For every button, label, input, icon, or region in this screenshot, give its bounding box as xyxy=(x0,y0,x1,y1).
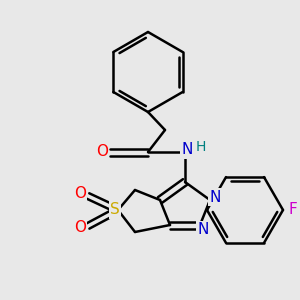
Text: O: O xyxy=(74,220,86,236)
Text: N: N xyxy=(209,190,221,205)
Text: S: S xyxy=(110,202,120,217)
Text: O: O xyxy=(96,145,108,160)
Text: N: N xyxy=(197,223,209,238)
Text: N: N xyxy=(181,142,193,158)
Text: H: H xyxy=(196,140,206,154)
Text: O: O xyxy=(74,187,86,202)
Text: F: F xyxy=(289,202,297,217)
